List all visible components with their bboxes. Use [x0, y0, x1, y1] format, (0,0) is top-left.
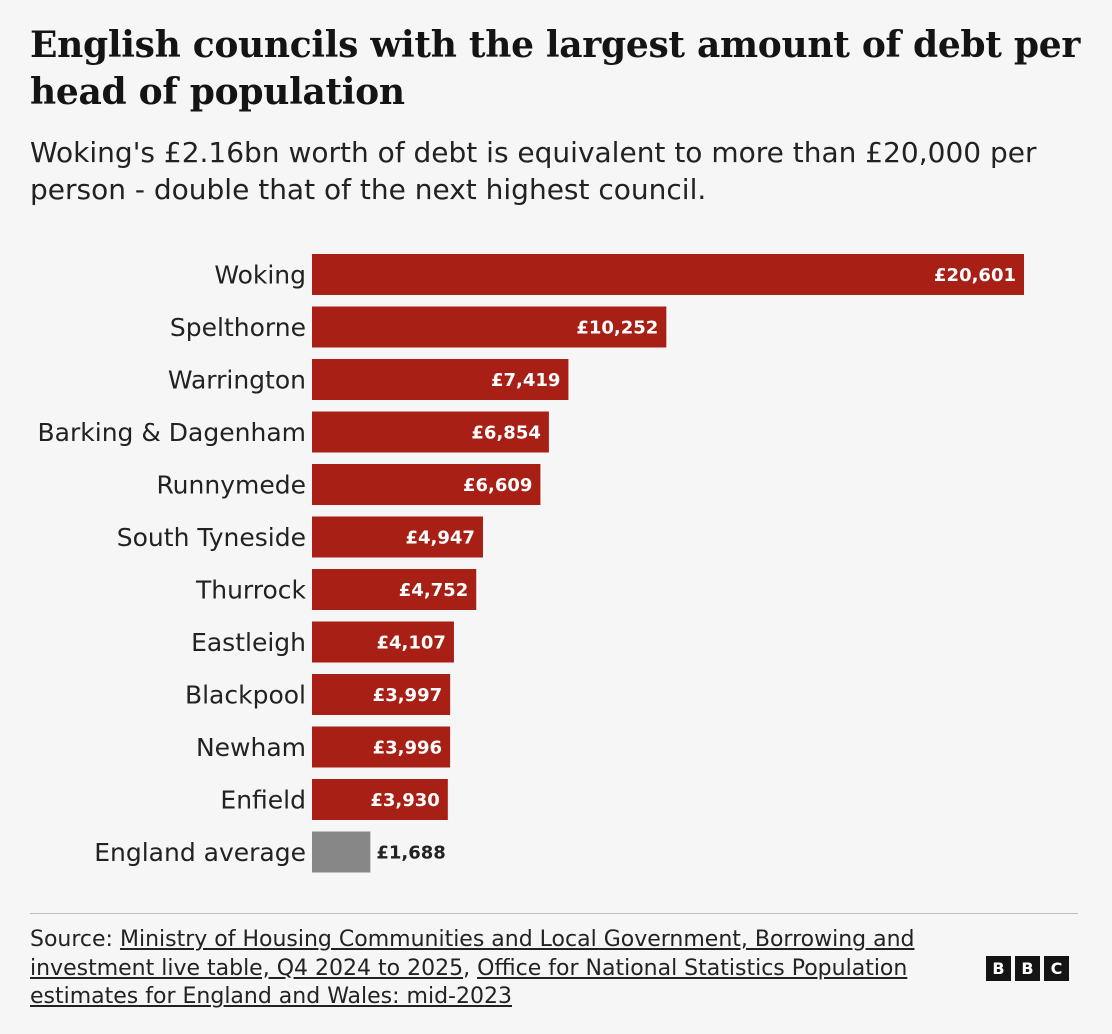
source-prefix: Source:: [30, 927, 120, 952]
chart-title: English councils with the largest amount…: [30, 24, 1081, 113]
category-label-enfield: Enfield: [220, 786, 306, 815]
category-label-woking: Woking: [214, 261, 306, 290]
bar-runnymede: [312, 464, 541, 505]
value-label-barking-dagenham: £6,854: [471, 423, 540, 444]
bar-england-average: [312, 831, 371, 873]
value-label-enfield: £3,930: [370, 790, 439, 811]
value-label-eastleigh: £4,107: [376, 633, 445, 654]
value-label-newham: £3,996: [373, 738, 442, 759]
bar-barking-dagenham: [312, 411, 549, 453]
bar-newham: [312, 726, 451, 768]
category-label-south-tyneside: South Tyneside: [117, 523, 306, 552]
source-link-ons[interactable]: Office for National Statistics Populatio…: [30, 955, 908, 1010]
bbc-logo-letter-1: B: [986, 956, 1011, 981]
source-divider: [30, 913, 1078, 914]
category-label-eastleigh: Eastleigh: [191, 628, 306, 657]
source-separator: ,: [463, 955, 478, 981]
category-label-england-average: England average: [94, 838, 306, 867]
bar-chart: Woking £20,601 Spelthorne £10,252 Warrington…: [38, 254, 1024, 873]
bar-blackpool: [312, 674, 451, 715]
category-label-spelthorne: Spelthorne: [170, 313, 306, 342]
bar-spelthorne: [312, 306, 667, 348]
bar-south-tyneside: [312, 516, 483, 558]
bar-thurrock: [312, 569, 477, 610]
value-label-england-average: £1,688: [376, 843, 445, 864]
category-label-blackpool: Blackpool: [185, 681, 306, 710]
bar-warrington: [312, 359, 569, 400]
bbc-logo: B B C: [986, 956, 1069, 981]
chart-subtitle: Woking's £2.16bn worth of debt is equiva…: [30, 136, 1037, 206]
value-label-thurrock: £4,752: [399, 580, 468, 601]
value-label-runnymede: £6,609: [463, 475, 532, 496]
category-label-thurrock: Thurrock: [195, 576, 307, 605]
source-link-mhclg[interactable]: Ministry of Housing Communities and Loca…: [30, 927, 915, 981]
source-note: Source: Ministry of Housing Communities …: [30, 926, 980, 1012]
category-label-newham: Newham: [196, 733, 306, 762]
bar-eastleigh: [312, 621, 454, 663]
value-label-woking: £20,601: [934, 265, 1016, 286]
bar-woking: [312, 254, 1024, 295]
category-label-runnymede: Runnymede: [156, 471, 306, 500]
category-label-barking-dagenham: Barking & Dagenham: [38, 418, 306, 447]
bar-enfield: [312, 779, 448, 820]
value-label-blackpool: £3,997: [373, 685, 442, 706]
value-label-spelthorne: £10,252: [576, 318, 658, 339]
value-label-south-tyneside: £4,947: [406, 528, 475, 549]
bbc-logo-letter-3: C: [1044, 956, 1069, 981]
category-label-warrington: Warrington: [168, 366, 306, 395]
value-label-warrington: £7,419: [491, 370, 560, 391]
bbc-logo-letter-2: B: [1015, 956, 1040, 981]
